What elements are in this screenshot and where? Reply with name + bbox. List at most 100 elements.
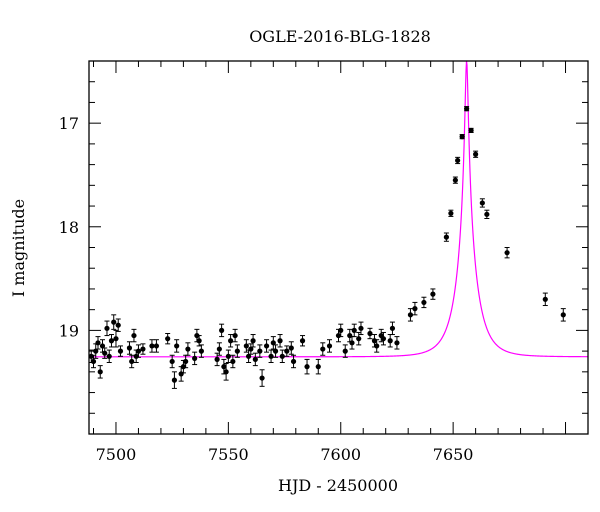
- data-point: [108, 334, 115, 348]
- data-point: [149, 339, 155, 353]
- data-marker: [232, 332, 238, 339]
- x-tick-label: 7650: [433, 445, 474, 464]
- data-point: [225, 349, 231, 364]
- data-marker: [169, 358, 175, 365]
- data-point: [374, 339, 380, 353]
- data-point: [171, 371, 178, 389]
- data-point: [367, 327, 373, 340]
- data-marker: [358, 325, 364, 331]
- data-marker: [320, 346, 326, 352]
- model-curve-layer: [89, 60, 589, 358]
- data-point: [117, 345, 124, 357]
- data-marker: [443, 234, 449, 240]
- data-point: [126, 341, 133, 355]
- data-marker: [464, 106, 470, 112]
- plot-frame: [88, 60, 589, 435]
- y-axis-title: I magnitude: [9, 199, 28, 297]
- data-point: [479, 198, 485, 208]
- data-point: [272, 344, 279, 358]
- data-point: [185, 342, 191, 356]
- data-marker: [288, 345, 294, 351]
- data-marker: [250, 338, 256, 344]
- data-marker: [259, 375, 265, 381]
- data-marker: [140, 346, 146, 352]
- data-marker: [219, 327, 225, 333]
- data-point: [230, 354, 236, 369]
- data-marker: [171, 377, 178, 383]
- data-marker: [183, 358, 189, 365]
- data-point: [504, 247, 510, 259]
- data-point: [338, 323, 344, 338]
- data-point: [248, 343, 254, 355]
- data-marker: [421, 299, 427, 306]
- data-point: [315, 358, 321, 375]
- plot-area: [88, 60, 589, 389]
- data-marker: [192, 355, 198, 361]
- data-point: [448, 209, 454, 217]
- data-marker: [290, 358, 297, 365]
- data-marker: [459, 134, 465, 140]
- data-point: [243, 339, 249, 353]
- data-marker: [389, 325, 396, 331]
- data-marker: [95, 340, 101, 346]
- data-marker: [174, 343, 180, 349]
- data-marker: [342, 348, 348, 354]
- data-marker: [387, 338, 393, 344]
- data-marker: [111, 319, 117, 325]
- data-marker: [252, 356, 258, 362]
- data-marker: [104, 325, 110, 331]
- data-point: [214, 352, 220, 367]
- data-marker: [304, 364, 310, 370]
- data-marker: [299, 338, 306, 344]
- data-point: [349, 336, 355, 350]
- data-marker: [243, 343, 249, 349]
- y-tick-label: 17: [59, 114, 79, 133]
- data-marker: [504, 250, 510, 256]
- data-point: [104, 320, 110, 337]
- data-marker: [108, 338, 115, 344]
- data-marker: [272, 348, 279, 354]
- data-marker: [153, 343, 160, 349]
- data-marker: [380, 336, 387, 342]
- data-marker: [479, 200, 485, 206]
- data-marker: [279, 353, 285, 359]
- data-points-layer: [88, 106, 566, 389]
- data-point: [268, 349, 274, 364]
- data-point: [279, 349, 285, 364]
- data-point: [412, 301, 418, 316]
- data-point: [455, 156, 461, 165]
- data-point: [320, 342, 326, 356]
- data-point: [304, 358, 310, 375]
- data-point: [484, 209, 490, 219]
- data-marker: [97, 369, 103, 375]
- model-curve-line: [89, 60, 589, 358]
- data-marker: [126, 345, 133, 351]
- data-marker: [315, 364, 321, 370]
- data-point: [174, 339, 180, 353]
- data-point: [198, 344, 204, 358]
- data-point: [113, 329, 119, 348]
- data-marker: [455, 157, 461, 164]
- data-point: [351, 323, 357, 338]
- data-marker: [257, 348, 263, 354]
- data-marker: [117, 348, 124, 354]
- data-point: [389, 321, 396, 336]
- data-marker: [228, 338, 234, 344]
- data-point: [245, 349, 252, 364]
- data-point: [326, 339, 333, 353]
- data-point: [288, 341, 294, 355]
- data-marker: [448, 210, 454, 216]
- data-marker: [230, 358, 236, 365]
- data-point: [169, 354, 175, 369]
- data-marker: [542, 296, 548, 302]
- x-tick-label: 7550: [208, 445, 249, 464]
- data-marker: [412, 306, 418, 312]
- data-marker: [374, 343, 380, 349]
- data-marker: [484, 211, 490, 217]
- data-point: [165, 332, 171, 345]
- data-marker: [284, 348, 290, 354]
- y-axis-ticks: 17 18 19: [59, 60, 588, 435]
- data-marker: [225, 353, 231, 359]
- data-marker: [135, 348, 142, 354]
